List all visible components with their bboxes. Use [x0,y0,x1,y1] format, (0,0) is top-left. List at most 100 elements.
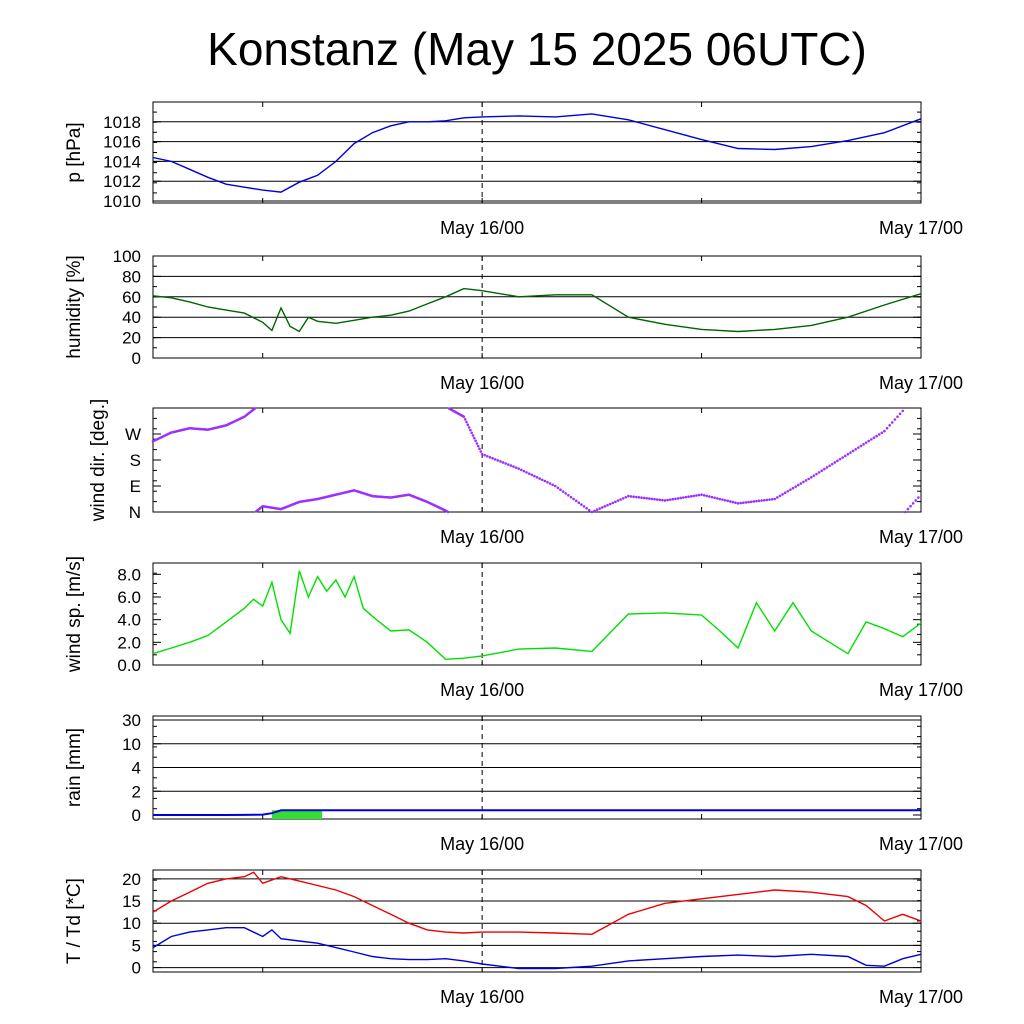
x-tick-label: May 16/00 [440,527,524,547]
wind-dir-point [799,482,803,485]
wind-dir-point [789,488,792,492]
wind-dir-point [629,495,633,498]
wind-dir-point [762,498,766,502]
wind-dir-point [898,412,902,416]
y-tick-label: 0 [132,959,141,978]
wind-dir-point [624,495,628,499]
rain-accumulated-line [153,809,921,816]
wind-dir-point [621,497,625,500]
wind-dir-point [671,497,675,501]
wind-dir-point [770,498,774,501]
wind-dir-point [859,444,863,448]
wind-dir-point [506,463,510,466]
y-tick-label: 1010 [103,192,141,211]
wind-dir-point [520,468,523,472]
y-tick-label: 0 [132,806,141,825]
wind-dir-point [820,469,824,473]
y-tick-label: 30 [122,711,141,730]
wind-dir-point [475,442,479,445]
wind-dir-point [888,424,891,427]
wind-dir-point [723,498,727,502]
wind-dir-point [488,456,492,459]
wind-dir-point [872,436,876,440]
panel-wind-speed: 0.0 2.0 4.0 6.0 8.0 wind sp. [m/s] May 16/00 Ma… [64,556,963,700]
wind-dir-point [713,496,716,500]
wind-dir-point [812,474,816,477]
wind-dir-point [619,498,622,501]
wind-dir-point [627,494,630,498]
x-tick-label: May 17/00 [879,987,963,1007]
x-tick-label: May 17/00 [879,527,963,547]
wind-dir-point [710,495,714,499]
wind-dir-point [601,506,604,509]
plot-frame [152,562,922,666]
wind-dir-point [666,498,669,502]
wind-dir-point [870,438,873,441]
y-axis-label: rain [mm] [64,728,85,807]
y-tick-label: 1016 [103,133,141,152]
wind-dir-point [734,501,737,505]
wind-dir-point [702,493,706,497]
wind-dir-point [674,497,677,501]
wind-dir-point [572,497,575,501]
y-tick-label: 0 [132,349,141,368]
x-tick-label: May 16/00 [440,834,524,854]
wind-dir-point [880,431,884,435]
wind-dir-point [653,497,656,501]
y-tick-label: 20 [122,329,141,348]
rain-bar [271,810,323,819]
wind-dir-point [561,490,565,493]
wind-dir-point [747,500,750,504]
wind-dir-point [517,467,521,470]
wind-dir-point [595,508,599,512]
wind-dir-point [546,480,549,484]
y-axis-label: wind sp. [m/s] [64,556,85,673]
x-tick-label: May 17/00 [879,834,963,854]
y-tick-label: 1014 [103,152,141,171]
wind-dir-point [904,510,907,514]
wind-dir-point [569,495,573,499]
wind-dir-point [791,486,795,490]
wind-dir-point [650,497,654,501]
series-line [152,113,922,193]
plot-frame [152,407,922,513]
wind-dir-point [467,426,471,429]
wind-dir-point [603,505,607,508]
x-tick-label: May 17/00 [879,680,963,700]
wind-dir-point [742,501,745,505]
wind-dir-point [692,494,696,498]
wind-dir-point [914,499,918,502]
x-tick-label: May 16/00 [440,373,524,393]
wind-dir-point [825,466,829,469]
wind-dir-point [841,456,844,459]
y-tick-label: N [129,503,141,522]
y-tick-label: 60 [122,288,141,307]
y-tick-label: 4.0 [117,611,141,630]
wind-dir-point [755,499,758,503]
wind-dir-point [901,409,905,413]
wind-dir-point [875,434,878,438]
y-tick-label: 5 [132,936,141,955]
y-tick-label: 4 [132,759,141,778]
plot-frame [152,255,922,359]
y-tick-label: 2.0 [117,633,141,652]
y-tick-label: 1018 [103,113,141,132]
wind-dir-point [476,444,480,448]
wind-dir-point [556,486,560,490]
wind-dir-point [473,436,476,440]
wind-dir-point [587,508,591,512]
wind-dir-point [483,453,487,457]
wind-dir-point [540,478,544,482]
wind-dir-point [512,465,515,468]
y-tick-label: 40 [122,308,141,327]
wind-dir-point [836,459,839,463]
y-axis-label: humidity [%] [64,255,85,358]
wind-dir-point [776,496,779,499]
wind-dir-point [593,509,596,513]
wind-dir-point [778,494,782,498]
wind-dir-point [580,503,583,506]
y-tick-label: 0.0 [117,656,141,675]
wind-dir-point [718,497,722,501]
y-tick-label: 15 [122,892,141,911]
